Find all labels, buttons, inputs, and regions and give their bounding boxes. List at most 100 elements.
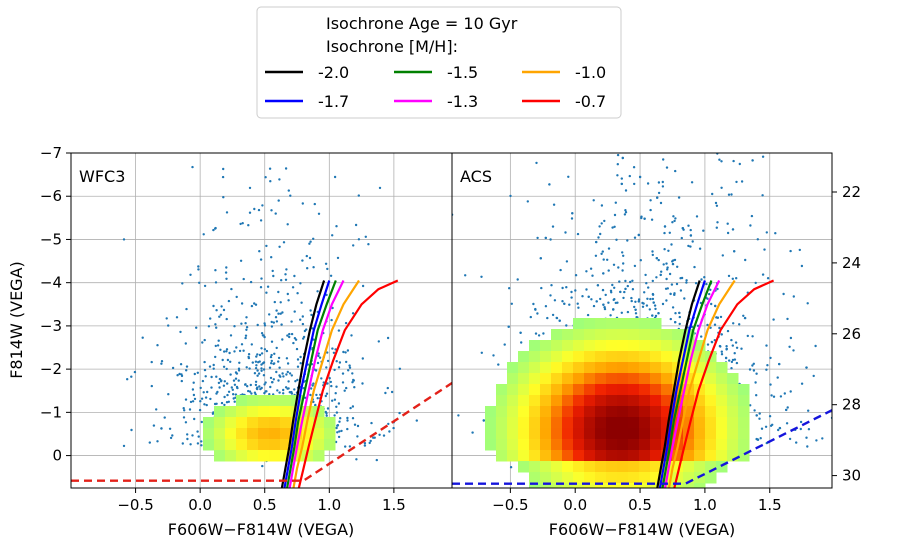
acs-star-point (622, 262, 625, 265)
wfc3-star-point (231, 388, 234, 391)
acs-star-point (663, 225, 667, 228)
wfc3-star-point (333, 368, 336, 372)
wfc3-star-point (193, 417, 196, 421)
acs-star-point (648, 308, 651, 311)
acs-star-point (778, 426, 782, 430)
wfc3-star-point (238, 349, 242, 353)
acs-density-cell (518, 406, 530, 418)
acs-density-cell (694, 450, 706, 462)
acs-density-cell (507, 373, 519, 385)
acs-star-point (735, 346, 739, 349)
acs-density-cell (639, 318, 651, 330)
acs-star-point (792, 295, 795, 298)
acs-star-point (731, 277, 734, 280)
acs-star-point (508, 287, 511, 290)
acs-star-point (614, 201, 617, 204)
acs-star-point (799, 427, 802, 431)
acs-star-point (675, 282, 679, 286)
acs-star-point (620, 182, 623, 186)
wfc3-star-point (242, 349, 245, 352)
wfc3-star-point (264, 381, 267, 384)
wfc3-star-point (284, 167, 288, 170)
acs-star-point (666, 287, 669, 290)
acs-density-cell (584, 472, 596, 484)
wfc3-star-point (222, 308, 226, 312)
acs-density-cell (595, 417, 607, 429)
wfc3-density-cell (302, 450, 314, 462)
wfc3-density-cell (280, 395, 292, 407)
acs-star-point (551, 313, 555, 317)
acs-density-cell (606, 340, 618, 352)
acs-star-point (726, 231, 730, 235)
acs-density-cell (683, 450, 695, 462)
wfc3-star-point (364, 235, 367, 238)
acs-density-cell (683, 406, 695, 418)
acs-star-point (669, 317, 672, 321)
wfc3-star-point (245, 326, 249, 329)
wfc3-star-point (248, 367, 251, 370)
acs-density-cell (551, 362, 563, 374)
acs-star-point (783, 392, 786, 395)
acs-density-cell (518, 439, 530, 451)
acs-density-cell (573, 373, 585, 385)
acs-density-cell (738, 395, 750, 407)
acs-density-cell (529, 472, 541, 484)
wfc3-star-point (273, 352, 276, 355)
acs-star-point (565, 324, 568, 327)
wfc3-star-point (293, 337, 297, 340)
acs-star-point (689, 245, 692, 248)
acs-panel-label: ACS (460, 167, 492, 186)
wfc3-star-point (191, 165, 194, 169)
acs-density-cell (573, 439, 585, 451)
acs-star-point (733, 358, 737, 361)
wfc3-star-point (348, 364, 351, 367)
acs-density-cell (650, 461, 662, 473)
wfc3-star-point (248, 186, 252, 190)
wfc3-star-point (286, 292, 289, 296)
acs-density-cell (529, 406, 541, 418)
wfc3-ytick-label-6: −6 (40, 187, 62, 205)
wfc3-star-point (330, 384, 333, 388)
acs-star-point (720, 350, 723, 353)
wfc3-star-point (225, 401, 229, 404)
acs-star-point (624, 209, 627, 212)
wfc3-star-point (386, 336, 390, 340)
acs-density-cell (661, 373, 673, 385)
acs-density-cell (518, 461, 530, 473)
wfc3-star-point (262, 361, 266, 364)
acs-density-cell (551, 329, 563, 341)
acs-density-cell (562, 395, 574, 407)
wfc3-star-point (278, 245, 281, 248)
acs-density-cell (540, 417, 552, 429)
acs-star-point (671, 262, 675, 266)
wfc3-star-point (218, 315, 221, 318)
wfc3-star-point (335, 360, 338, 363)
acs-star-point (631, 279, 634, 282)
acs-star-point (716, 221, 719, 224)
acs-density-cell (595, 373, 607, 385)
acs-star-point (749, 224, 752, 227)
wfc3-star-point (141, 336, 144, 339)
wfc3-star-point (270, 325, 274, 328)
acs-density-cell (518, 395, 530, 407)
acs-star-point (735, 180, 738, 184)
wfc3-star-point (342, 350, 345, 354)
acs-density-cell (705, 362, 717, 374)
acs-star-point (614, 301, 617, 305)
wfc3-star-point (354, 223, 358, 227)
wfc3-star-point (156, 344, 159, 347)
acs-star-point (740, 180, 744, 183)
acs-star-point (634, 308, 637, 311)
acs-star-point (649, 208, 652, 212)
acs-star-point (690, 181, 694, 184)
acs-density-cell (485, 428, 497, 440)
wfc3-star-point (370, 421, 373, 425)
acs-star-point (761, 273, 765, 276)
acs-density-cell (606, 450, 618, 462)
wfc3-density-cell (324, 428, 336, 440)
wfc3-star-point (335, 225, 338, 228)
acs-density-cell (496, 406, 508, 418)
acs-density-cell (595, 428, 607, 440)
acs-density-cell (672, 351, 684, 363)
wfc3-star-point (281, 311, 284, 314)
